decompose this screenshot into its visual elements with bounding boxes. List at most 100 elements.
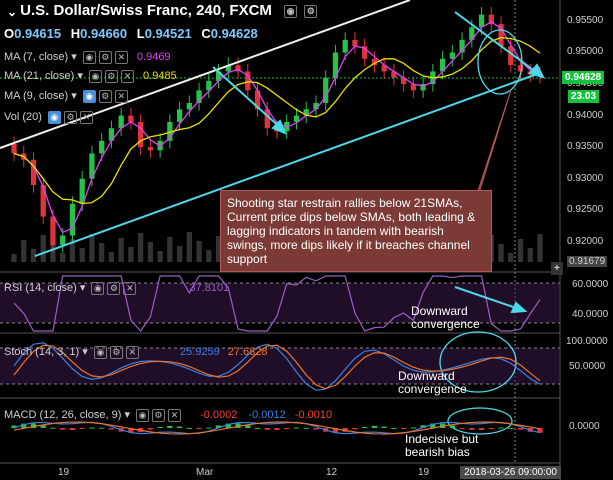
macd-hist-value: -0.0002 <box>200 409 238 421</box>
close-icon[interactable]: ✕ <box>114 50 128 64</box>
candle-body <box>167 121 173 141</box>
rsi-line <box>13 275 541 332</box>
volume-bar <box>215 236 222 262</box>
close-icon[interactable]: ✕ <box>168 408 182 422</box>
settings-icon[interactable]: ⚙ <box>63 111 77 124</box>
close-icon[interactable]: ✕ <box>120 69 134 83</box>
candle-body <box>469 27 475 40</box>
eye-icon[interactable]: ◉ <box>82 89 96 103</box>
settings-icon[interactable]: ⚙ <box>107 281 121 295</box>
eye-icon[interactable]: ◉ <box>284 4 298 18</box>
indicator-vol-row[interactable]: Vol (20) ◉ ⚙ ✕ <box>4 111 93 124</box>
candle-body <box>459 39 465 53</box>
volume-bar <box>128 247 134 262</box>
settings-icon[interactable]: ⚙ <box>98 50 112 64</box>
chevron-down-icon[interactable]: ▾ <box>79 282 86 294</box>
close-icon[interactable]: ✕ <box>123 281 137 295</box>
current-price-tag: 0.94628 <box>562 71 605 84</box>
candle-body <box>410 84 417 91</box>
price-tick: 0.92000 <box>567 235 604 247</box>
candle-body <box>60 235 66 245</box>
candle-body <box>40 185 46 217</box>
macd-hist-bar <box>21 423 27 428</box>
candle-body <box>11 143 17 154</box>
chevron-down-icon[interactable]: ▾ <box>71 51 77 63</box>
macd-hist-bar <box>274 428 280 430</box>
volume-bar <box>60 253 66 262</box>
candle-body <box>352 39 358 47</box>
highlight-ellipses <box>439 29 523 435</box>
volume-bar <box>11 254 17 262</box>
macd-note: Indecisive but bearish bias <box>405 432 479 459</box>
stoch-label: Stoch (14, 3, 1) <box>4 346 80 358</box>
macd-hist-bar <box>186 427 192 429</box>
eye-icon[interactable]: ◉ <box>91 281 105 295</box>
macd-hist-bar <box>430 423 436 428</box>
eye-icon[interactable]: ◉ <box>93 345 107 359</box>
macd-hist-bar <box>50 427 56 429</box>
close-icon[interactable]: ✕ <box>114 89 128 103</box>
macd-hist-bar <box>254 427 261 429</box>
macd-hist-bar <box>99 427 105 429</box>
chevron-down-icon[interactable]: ▾ <box>82 346 88 358</box>
candle-body <box>108 128 115 141</box>
settings-icon[interactable]: ⚙ <box>98 89 112 103</box>
volume-bar <box>206 250 212 262</box>
volume-bar <box>176 246 183 262</box>
ma21-value: 0.9485 <box>143 70 177 82</box>
candle-body <box>449 52 455 59</box>
candle-body <box>50 216 56 245</box>
candle-body <box>186 102 192 110</box>
stoch-tick-100: 100.0000 <box>566 336 608 347</box>
indicator-ma21-row[interactable]: MA (21, close) ▾ ◉ ⚙ ✕ 0.9485 <box>4 69 177 83</box>
indicator-ma9-row[interactable]: MA (9, close) ▾ ◉ ⚙ ✕ <box>4 89 128 103</box>
macd-hist-bar <box>128 428 134 433</box>
settings-icon[interactable]: ⚙ <box>104 69 118 83</box>
macd-hist-bar <box>89 427 95 429</box>
chevron-down-icon[interactable]: ▾ <box>124 409 130 421</box>
chevron-down-icon[interactable]: ▾ <box>71 90 77 102</box>
candle-body <box>371 58 378 66</box>
macd-hist-bar <box>40 425 46 428</box>
volume-bar <box>157 251 163 262</box>
macd-hist-bar <box>69 428 76 430</box>
sub-price-tag: 23.03 <box>568 90 600 103</box>
macd-hist-bar <box>508 427 514 429</box>
candle-body <box>30 159 37 186</box>
close-icon[interactable]: ✕ <box>79 111 93 124</box>
settings-icon[interactable]: ⚙ <box>304 4 318 18</box>
volume-bar <box>167 237 173 262</box>
settings-icon[interactable]: ⚙ <box>109 345 123 359</box>
candle-body <box>498 24 504 47</box>
macd-hist-bar <box>196 428 202 429</box>
eye-icon[interactable]: ◉ <box>47 111 61 124</box>
callout-pointer <box>474 89 512 201</box>
eye-icon[interactable]: ◉ <box>82 50 96 64</box>
candle-body <box>254 90 261 110</box>
volume-bar <box>537 234 543 262</box>
candle-body <box>99 140 105 154</box>
collapse-chevron-icon[interactable]: ⌄ <box>7 4 18 19</box>
eye-icon[interactable]: ◉ <box>88 69 102 83</box>
macd-hist-bar <box>352 428 358 430</box>
volume-bar <box>186 232 192 262</box>
macd-hist-bar <box>400 428 407 429</box>
close-icon[interactable]: ✕ <box>125 345 139 359</box>
macd-hist-bar <box>313 428 319 430</box>
volume-bar <box>196 241 202 262</box>
indicator-ma7-row[interactable]: MA (7, close) ▾ ◉ ⚙ ✕ 0.9469 <box>4 50 171 64</box>
eye-icon[interactable]: ◉ <box>136 408 150 422</box>
volume-bar <box>508 253 514 262</box>
stoch-header[interactable]: Stoch (14, 3, 1) ▾ ◉ ⚙ ✕ 25.9259 27.6828 <box>4 345 268 359</box>
macd-hist-bar <box>459 428 465 429</box>
axis-plus-icon[interactable]: + <box>551 262 563 275</box>
rsi-header[interactable]: RSI (14, close) ▾ ◉ ⚙ ✕ 37.8101 <box>4 281 229 295</box>
macd-header[interactable]: MACD (12, 26, close, 9) ▾ ◉ ⚙ ✕ -0.0002 -0… <box>4 408 332 422</box>
analysis-callout: Shooting star restrain rallies below 21S… <box>220 190 492 272</box>
price-tick: 0.94000 <box>567 109 604 121</box>
settings-icon[interactable]: ⚙ <box>152 408 166 422</box>
open-label: O <box>4 26 15 41</box>
chevron-down-icon[interactable]: ▾ <box>77 70 83 82</box>
macd-tick-0: 0.0000 <box>569 421 600 432</box>
volume-bar <box>527 248 533 262</box>
